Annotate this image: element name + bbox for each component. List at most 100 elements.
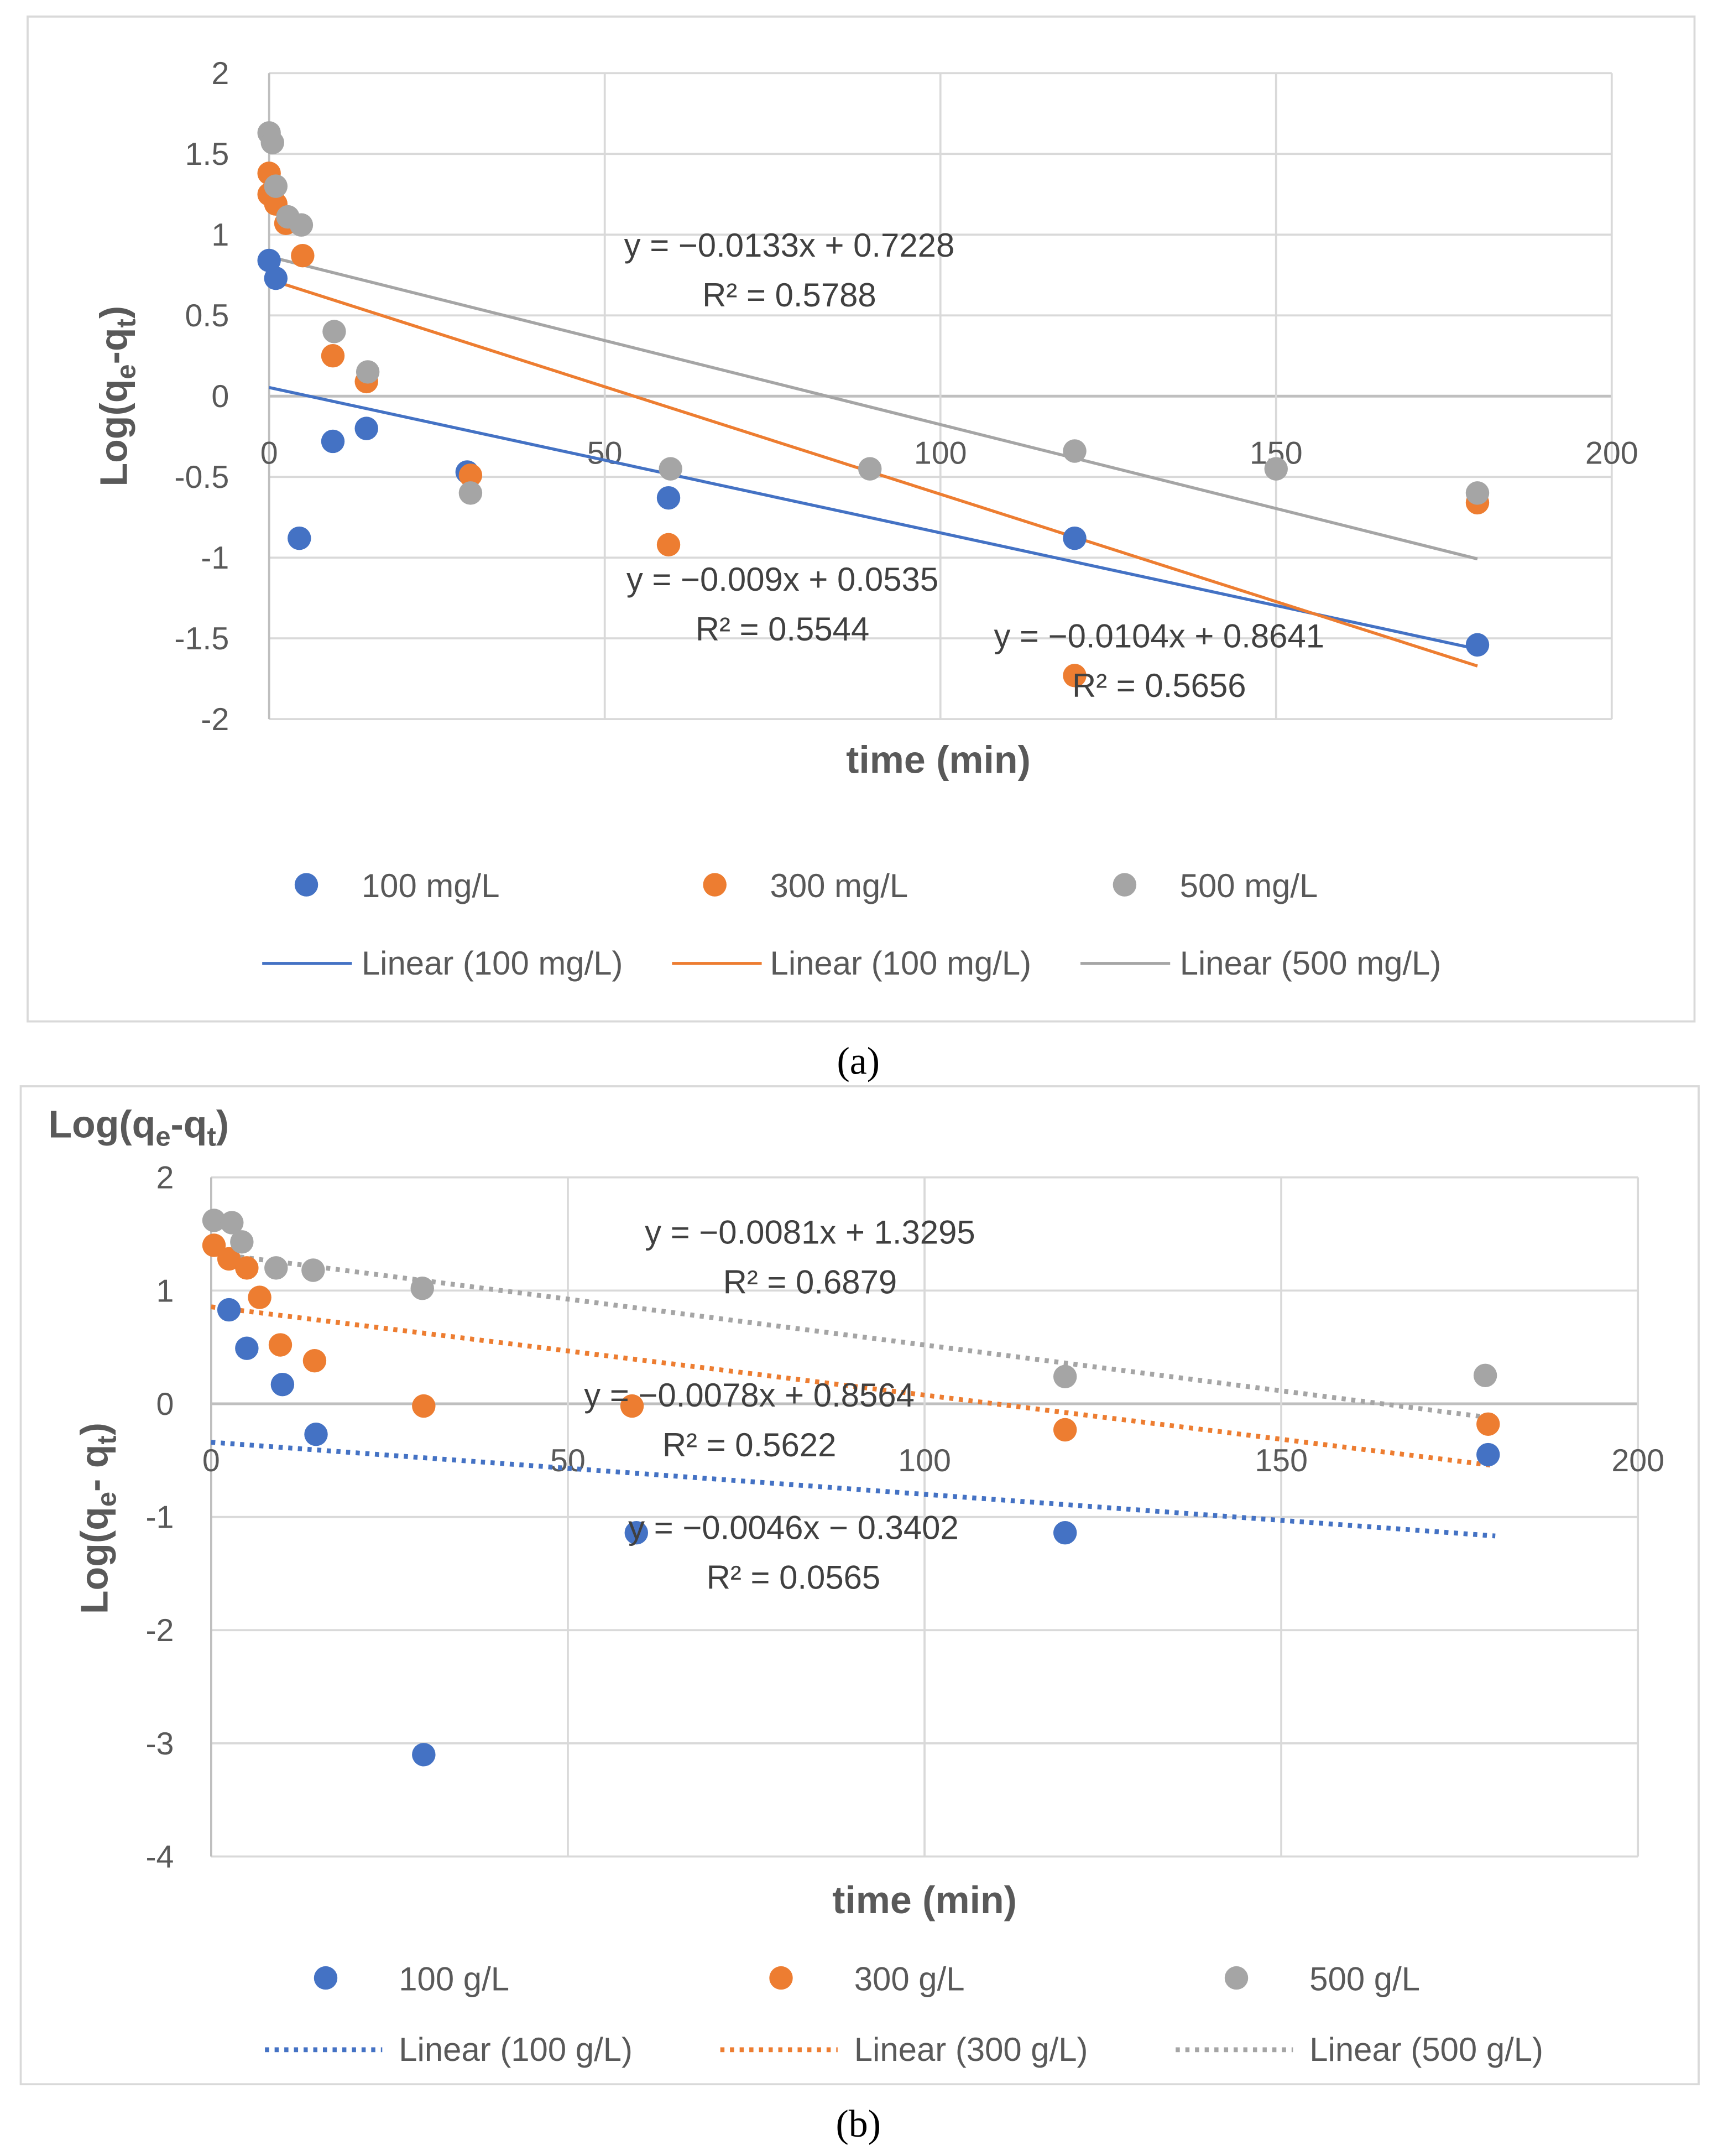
trend-equation: y = −0.0046x − 0.3402 (628, 1509, 959, 1546)
subscript: t (207, 1122, 216, 1152)
data-point (321, 344, 345, 368)
data-point (235, 1256, 259, 1280)
label-part: ) (73, 1423, 116, 1435)
data-point (304, 1422, 328, 1446)
data-point (412, 1394, 436, 1418)
y-axis-top-label: Log(qe-qt) (48, 1102, 229, 1152)
legend-trend-label: Linear (100 mg/L) (770, 945, 1032, 982)
label-part: Log(q (73, 1507, 116, 1614)
data-point (1063, 664, 1087, 688)
trend-equation: y = −0.0078x + 0.8564 (584, 1377, 915, 1414)
legend-marker (769, 1966, 793, 1990)
y-tick-label: -1.5 (174, 621, 229, 657)
legend-marker (314, 1966, 338, 1990)
data-point (858, 457, 882, 481)
y-tick-label: -2 (201, 702, 229, 737)
y-tick-label: 1 (156, 1273, 174, 1309)
data-point (257, 248, 281, 273)
legend-marker (1224, 1966, 1249, 1990)
legend-marker (703, 873, 727, 897)
legend-label: 500 mg/L (1180, 867, 1318, 904)
data-point (321, 429, 345, 454)
data-point (264, 174, 288, 198)
label-part: -q (171, 1102, 207, 1145)
data-point (230, 1230, 254, 1254)
trend-r-squared: R² = 0.6879 (723, 1263, 897, 1300)
data-point (356, 360, 380, 384)
data-point (264, 1256, 288, 1280)
chart-frame (19, 1085, 1700, 2086)
subscript: e (155, 1122, 170, 1152)
data-point (1053, 1365, 1077, 1389)
y-tick-label: -1 (145, 1500, 174, 1535)
data-point (202, 1233, 226, 1257)
data-point (322, 320, 346, 343)
figure-caption: (b) (836, 2103, 881, 2145)
trend-r-squared: R² = 0.5544 (696, 611, 870, 648)
data-point (410, 1277, 434, 1300)
data-point (354, 416, 378, 440)
x-tick-label: 150 (1255, 1443, 1308, 1478)
data-point (656, 533, 681, 557)
legend-label: 500 g/L (1309, 1961, 1420, 1998)
legend-marker (1113, 873, 1137, 897)
trend-equation: y = −0.0133x + 0.7228 (624, 227, 955, 264)
data-point (1473, 1363, 1497, 1387)
x-tick-label: 200 (1585, 435, 1638, 471)
x-axis-title: time (min) (846, 738, 1031, 781)
data-point (268, 1333, 293, 1357)
y-tick-label: 1 (211, 217, 229, 253)
x-tick-label: 0 (260, 435, 278, 471)
y-axis-title: Log(qe-qt) (92, 306, 142, 487)
trend-r-squared: R² = 0.5656 (1072, 667, 1246, 704)
data-point (217, 1247, 241, 1271)
y-tick-label: 2 (211, 56, 229, 91)
data-point (1476, 1442, 1500, 1467)
trendline-100-mg-l (269, 386, 1478, 651)
data-point (1063, 439, 1087, 463)
subscript: t (112, 319, 142, 327)
data-point (301, 1258, 325, 1282)
trend-r-squared: R² = 0.5788 (702, 277, 876, 314)
data-point (220, 1211, 244, 1235)
data-point (291, 243, 315, 268)
label-part: ) (216, 1102, 229, 1145)
trend-r-squared: R² = 0.5622 (662, 1426, 837, 1464)
legend-label: 300 g/L (854, 1961, 965, 1998)
y-tick-label: 0 (156, 1387, 174, 1422)
data-point (1264, 457, 1288, 481)
data-point (458, 481, 483, 505)
x-tick-label: 0 (202, 1443, 220, 1478)
y-tick-label: -1 (201, 540, 229, 576)
trendline-100-g-l (211, 1440, 1496, 1539)
legend-trend-label: Linear (100 mg/L) (362, 945, 623, 982)
legend-label: 300 mg/L (770, 867, 908, 904)
trendline-300-g-l (211, 1304, 1496, 1468)
data-point (624, 1521, 649, 1545)
x-tick-label: 100 (914, 435, 967, 471)
legend-label: 100 g/L (399, 1961, 509, 1998)
label-part: -q (92, 327, 135, 364)
data-point (1465, 633, 1490, 657)
trend-equation: y = −0.009x + 0.0535 (626, 561, 938, 598)
y-tick-label: 0.5 (185, 298, 229, 334)
y-tick-label: -4 (145, 1839, 174, 1874)
data-point (288, 526, 311, 550)
label-part: ) (92, 306, 135, 319)
subscript: e (92, 1492, 122, 1507)
data-point (1063, 526, 1087, 550)
chart-b: 2 1 0 -1 -2 -3 -4 0 50 100 150 200 y = −0.0081x + 1.… (19, 1085, 1700, 2086)
data-point (1053, 1418, 1077, 1442)
data-point (656, 486, 681, 510)
label-part: Log(q (48, 1102, 155, 1145)
data-point (235, 1336, 259, 1360)
label-part: - q (73, 1445, 116, 1492)
subscript: t (92, 1435, 122, 1444)
data-point (458, 464, 483, 487)
data-point (270, 1372, 295, 1397)
data-point (412, 1743, 436, 1767)
legend-trend-label: Linear (100 g/L) (399, 2031, 633, 2068)
data-point (1465, 481, 1490, 505)
label-part: Log(q (92, 379, 135, 487)
